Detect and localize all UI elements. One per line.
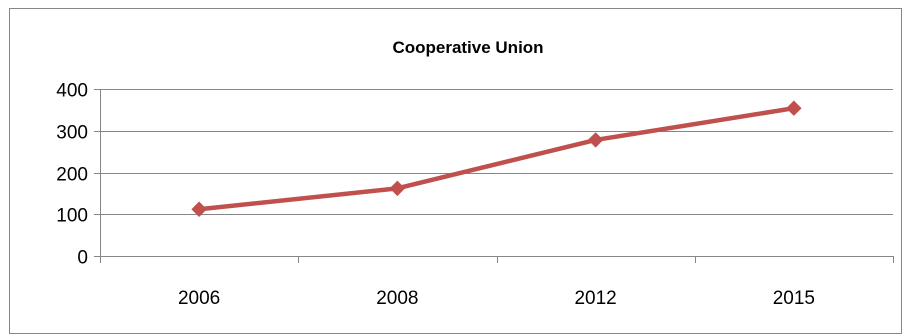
x-tick-label: 2015 xyxy=(773,288,815,309)
x-axis-tick-labels: 2006 2008 2012 2015 xyxy=(178,288,815,309)
x-tick-label: 2008 xyxy=(376,288,418,309)
axes xyxy=(94,89,894,263)
data-series xyxy=(191,100,802,217)
y-axis-tick-labels: 0 100 200 300 400 xyxy=(56,81,88,269)
x-tick-label: 2006 xyxy=(178,288,220,309)
y-tick-label: 0 xyxy=(77,248,88,269)
chart-border xyxy=(9,8,902,334)
y-tick-label: 300 xyxy=(56,123,88,144)
chart-title: Cooperative Union xyxy=(392,38,543,57)
y-tick-label: 400 xyxy=(56,81,88,102)
x-tick-label: 2012 xyxy=(574,288,616,309)
y-tick-label: 200 xyxy=(56,165,88,186)
series-line xyxy=(196,105,797,212)
data-point-2012 xyxy=(587,132,604,148)
data-point-2008 xyxy=(389,180,406,197)
gridlines xyxy=(100,89,893,215)
data-point-2006 xyxy=(191,201,207,217)
data-point-2015 xyxy=(786,100,802,116)
y-tick-label: 100 xyxy=(56,206,88,227)
